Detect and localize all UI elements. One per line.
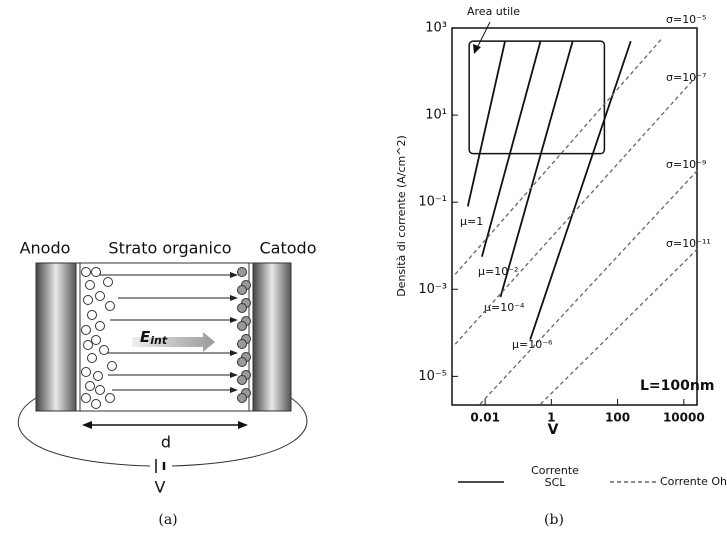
y-tick-label: 10⁻⁵ — [418, 369, 447, 384]
circuit-wire — [17, 397, 308, 467]
y-tick-label: 10³ — [425, 21, 447, 36]
arrowhead — [473, 44, 481, 54]
device-diagram: Anodo Strato organico Catodo Eint d V (a… — [17, 239, 317, 528]
thickness-label: d — [161, 433, 171, 452]
electron — [237, 267, 247, 277]
carriers — [81, 267, 251, 409]
ohm-line — [454, 37, 664, 275]
x-axis-label: V — [548, 422, 559, 438]
hole — [105, 393, 115, 403]
line-label: μ=10⁻² — [478, 265, 518, 278]
chart: V Densità di corrente (A/cm^2) L=100nm (… — [395, 5, 727, 528]
hole — [95, 385, 105, 395]
arrowhead — [230, 350, 238, 356]
hole — [81, 325, 91, 335]
area-pointer — [475, 21, 491, 51]
scl-line — [499, 40, 574, 298]
field-subscript: int — [150, 334, 168, 347]
electron — [237, 393, 247, 403]
electron — [237, 321, 247, 331]
y-axis-label: Densità di corrente (A/cm^2) — [395, 135, 408, 297]
legend-label: Corrente Ohm — [660, 475, 727, 488]
y-tick-label: 10⁻¹ — [418, 195, 447, 210]
hole — [95, 321, 105, 331]
field-arrow — [132, 332, 215, 352]
ohm-line — [454, 74, 699, 345]
hole — [85, 280, 95, 290]
legend-label: Corrente SCL — [531, 464, 579, 489]
arrowhead — [238, 421, 248, 429]
area-box — [468, 40, 606, 155]
hole — [103, 277, 113, 287]
field-symbol: E — [140, 328, 151, 346]
plot-frame — [451, 27, 698, 406]
scl-line — [529, 40, 632, 340]
annotation: L=100nm — [640, 378, 714, 394]
hole — [81, 367, 91, 377]
arrowhead — [82, 421, 92, 429]
line-label: σ=10⁻¹¹ — [666, 237, 711, 250]
scl-line — [466, 40, 506, 207]
scl-line — [481, 40, 542, 257]
area-label: Area utile — [467, 5, 520, 18]
hole — [83, 295, 93, 305]
line-label: σ=10⁻⁹ — [666, 158, 706, 171]
cathode — [252, 262, 292, 412]
hole — [91, 267, 101, 277]
y-tick-label: 10⁻³ — [418, 282, 447, 297]
hole — [99, 345, 109, 355]
line-label: μ=10⁻⁴ — [484, 301, 525, 314]
hole — [81, 267, 91, 277]
line-label: μ=1 — [460, 215, 483, 228]
x-tick-label: 100 — [605, 411, 630, 425]
anode — [35, 262, 77, 412]
electron — [237, 357, 247, 367]
arrowhead — [230, 387, 238, 393]
cathode-label: Catodo — [260, 239, 317, 258]
anode-label: Anodo — [20, 239, 71, 258]
line-label: σ=10⁻⁵ — [666, 13, 706, 26]
hole — [91, 399, 101, 409]
ohm-line — [479, 169, 699, 405]
line-label: σ=10⁻⁷ — [666, 71, 706, 84]
voltage-label: V — [155, 478, 166, 497]
hole — [87, 310, 97, 320]
arrowhead — [230, 317, 238, 323]
hole — [93, 371, 103, 381]
electron — [237, 285, 247, 295]
hole — [85, 381, 95, 391]
electron — [237, 375, 247, 385]
hole — [81, 393, 91, 403]
hole — [91, 335, 101, 345]
hole — [105, 301, 115, 311]
hole — [95, 291, 105, 301]
arrowhead — [230, 372, 238, 378]
x-tick-label: 0.01 — [470, 411, 500, 425]
field-label: Eint — [140, 328, 168, 348]
layer-label: Strato organico — [108, 239, 231, 258]
x-tick-label: 10000 — [663, 411, 705, 425]
y-tick-label: 10¹ — [425, 108, 447, 123]
line-label: μ=10⁻⁶ — [512, 338, 553, 351]
electron — [237, 303, 247, 313]
caption: (b) — [544, 512, 564, 528]
hole — [87, 353, 97, 363]
arrowhead — [230, 295, 238, 301]
caption: (a) — [158, 512, 177, 528]
ohm-line — [540, 248, 699, 405]
x-tick-label: 1 — [547, 411, 555, 425]
hole — [107, 361, 117, 371]
electron — [237, 339, 247, 349]
arrowhead — [230, 272, 238, 278]
hole — [83, 340, 93, 350]
